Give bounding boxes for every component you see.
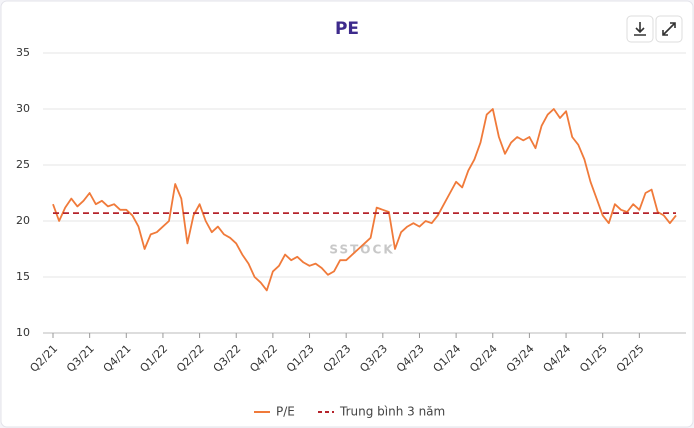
y-tick-label: 25: [16, 158, 30, 171]
expand-button[interactable]: [655, 15, 683, 43]
y-tick-label: 15: [16, 270, 30, 283]
y-tick-label: 10: [16, 326, 30, 339]
y-tick-label: 20: [16, 214, 30, 227]
watermark: SSTOCK: [329, 243, 394, 257]
y-tick-label: 35: [16, 46, 30, 59]
download-button[interactable]: [626, 15, 654, 43]
pe-line: [52, 108, 677, 292]
chart-title: PE: [335, 19, 359, 39]
y-tick-label: 30: [16, 102, 30, 115]
legend-label: Trung bình 3 năm: [339, 405, 445, 419]
legend-label: P/E: [276, 405, 295, 419]
